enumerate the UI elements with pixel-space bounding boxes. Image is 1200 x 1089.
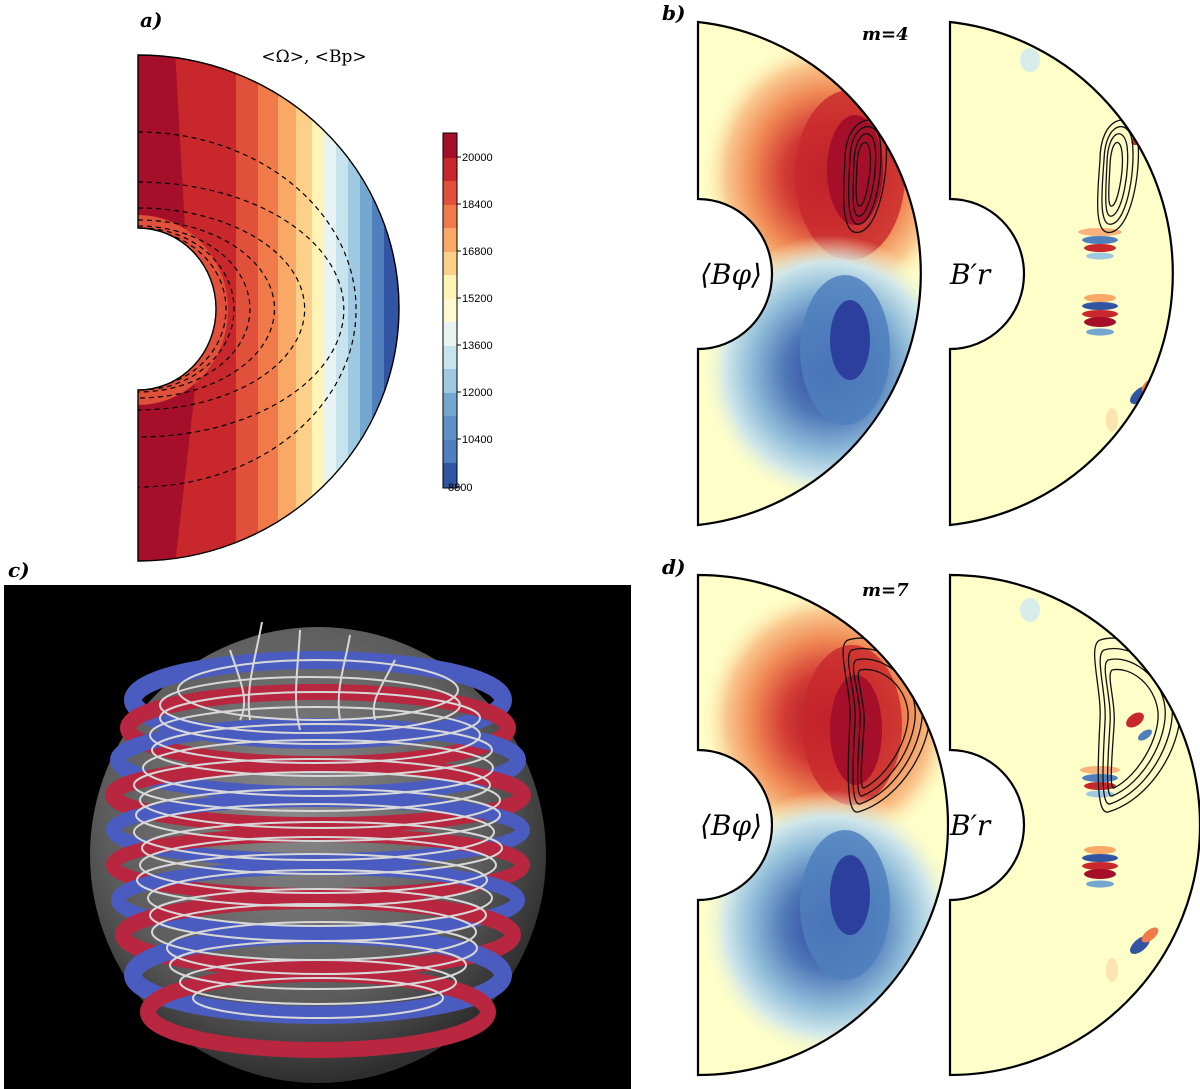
panel-d-label: d): [662, 555, 685, 579]
colorbar: 20000 18400 16800 15200 13600 12000 1040…: [442, 132, 493, 494]
colorbar-tick: 13600: [462, 340, 493, 352]
colorbar-tick: 10400: [462, 434, 493, 446]
colorbar-tick: 18400: [462, 199, 493, 211]
panel-b-mode: m=4: [862, 24, 909, 45]
panel-a-label: a): [140, 8, 162, 32]
colorbar-tick: 8800: [448, 482, 472, 494]
field-lines: [133, 621, 503, 1019]
colorbar-tick: 15200: [462, 293, 493, 305]
panel-b-right-field-label: B′r: [949, 258, 992, 291]
panel-a: a) <Ω>, <Bp>: [137, 8, 493, 562]
colorbar-tick: 20000: [462, 152, 493, 164]
panel-c: c): [4, 558, 631, 1089]
br-wave-packet: [1080, 712, 1159, 982]
colorbar-tick: 12000: [462, 387, 493, 399]
panel-d-mode: m=7: [862, 580, 909, 601]
panel-d-right-field-label: B′r: [949, 809, 992, 842]
panel-b-label: b): [662, 1, 685, 25]
panel-a-title: <Ω>, <Bp>: [261, 47, 366, 67]
panel-d: d) m=7 ⟨Bφ⟩: [662, 555, 1200, 1077]
panel-c-label: c): [8, 558, 30, 582]
panel-d-left-field-label: ⟨Bφ⟩: [700, 809, 762, 842]
omega-contour-map: [138, 55, 399, 561]
colorbar-tick: 16800: [462, 246, 493, 258]
panel-b-left-field-label: ⟨Bφ⟩: [700, 258, 762, 291]
panel-b: b) m=4 ⟨Bφ⟩: [662, 1, 1174, 527]
